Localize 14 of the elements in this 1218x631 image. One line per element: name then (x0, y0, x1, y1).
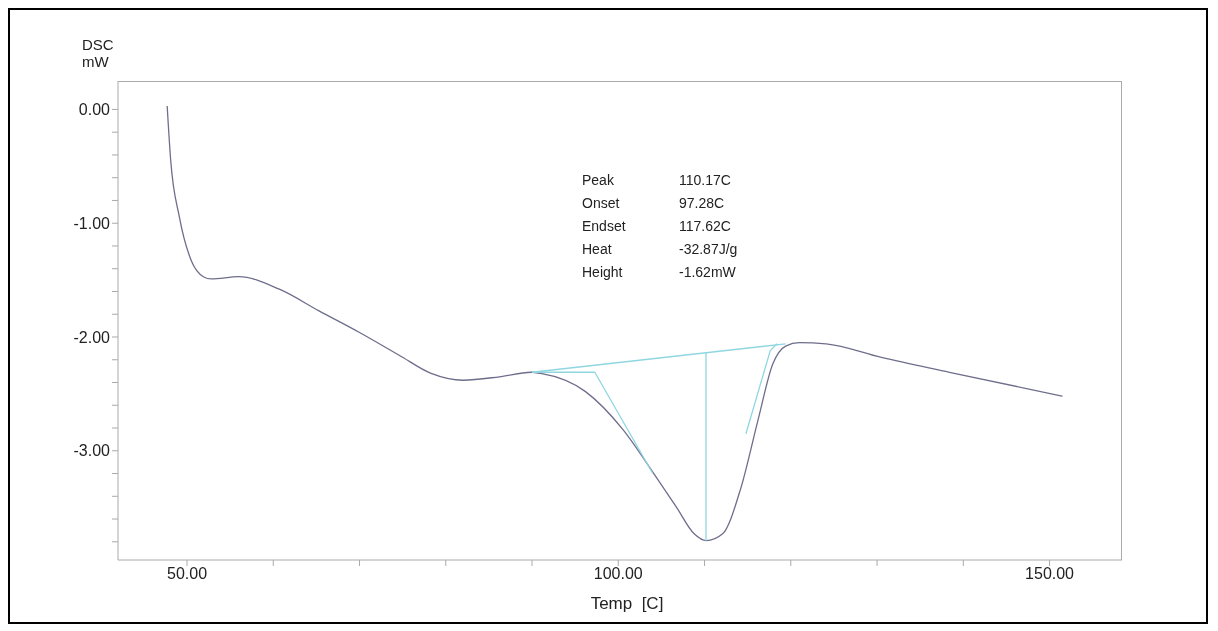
x-axis-title: Temp [C] (590, 594, 664, 613)
text: Endset 117.62C (582, 218, 731, 234)
y-tick-label: -2.00 (73, 328, 111, 346)
x-tick-label: 150.00 (1025, 565, 1075, 583)
y-axis-title: DSC mW (82, 36, 114, 70)
y-tick-label: 0.00 (78, 101, 111, 119)
text: Peak 110.17C (582, 172, 731, 188)
text: Heat -32.87J/g (582, 241, 738, 257)
text: Height -1.62mW (582, 264, 736, 280)
y-tick-label: -3.00 (73, 442, 111, 460)
text: Onset 97.28C (582, 195, 725, 211)
x-tick-label: 50.00 (166, 565, 208, 583)
y-tick-label: -1.00 (73, 214, 111, 232)
x-tick-label: 100.00 (593, 565, 643, 583)
